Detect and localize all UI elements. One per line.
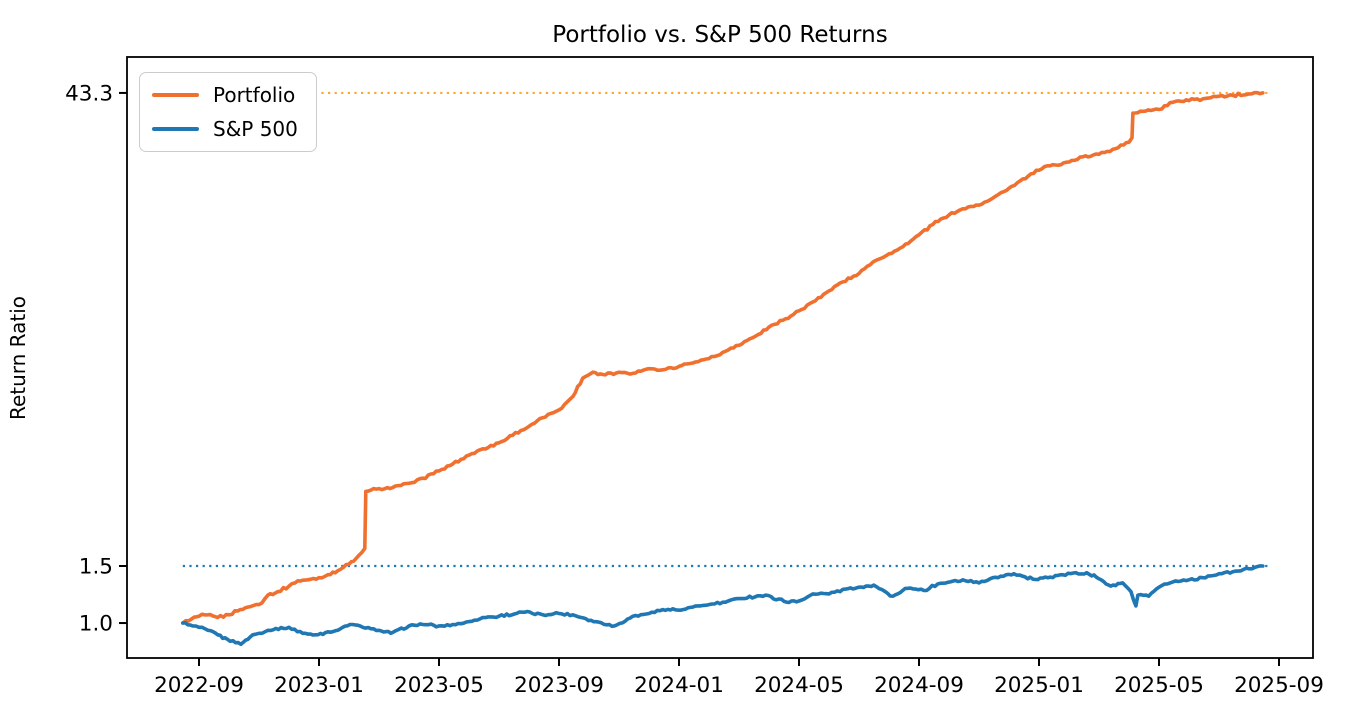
sp500-line-swatch (152, 126, 199, 132)
y-axis-label: Return Ratio (6, 295, 30, 421)
x-tick-label: 2025-05 (1114, 673, 1204, 698)
legend-item-portfolio: Portfolio (152, 83, 298, 107)
legend-label-sp500: S&P 500 (213, 117, 298, 141)
x-tick-label: 2022-09 (154, 673, 244, 698)
portfolio-line (181, 90, 1265, 625)
x-tick-label: 2023-01 (274, 673, 364, 698)
x-tick-label: 2025-01 (994, 673, 1084, 698)
plot-area-frame (126, 56, 1314, 659)
x-tick-label: 2023-05 (394, 673, 484, 698)
y-tick-label: 43.3 (65, 81, 113, 106)
portfolio-line-swatch (152, 92, 199, 98)
x-tick-label: 2024-01 (634, 673, 724, 698)
x-tick-label: 2023-09 (514, 673, 604, 698)
sp500-line (181, 564, 1265, 647)
legend-item-sp500: S&P 500 (152, 117, 298, 141)
x-tick-label: 2024-09 (874, 673, 964, 698)
x-tick-label: 2025-09 (1234, 673, 1324, 698)
y-tick-label: 1.5 (79, 555, 113, 580)
y-tick-label: 1.0 (79, 612, 113, 637)
chart-title: Portfolio vs. S&P 500 Returns (552, 22, 888, 48)
x-tick-label: 2024-05 (754, 673, 844, 698)
legend-label-portfolio: Portfolio (213, 83, 296, 107)
legend: Portfolio S&P 500 (139, 72, 317, 152)
